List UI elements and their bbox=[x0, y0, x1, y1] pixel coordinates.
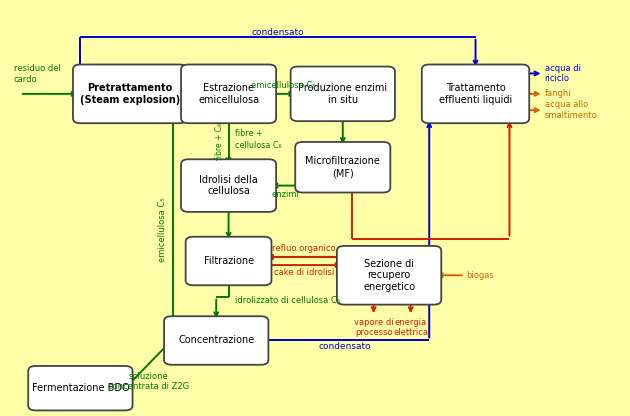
Text: biogas: biogas bbox=[466, 271, 494, 280]
Text: Fermentazione BDO: Fermentazione BDO bbox=[32, 383, 129, 393]
Text: fanghi: fanghi bbox=[545, 89, 571, 98]
Text: Pretrattamento
(Steam explosion): Pretrattamento (Steam explosion) bbox=[79, 83, 180, 105]
FancyBboxPatch shape bbox=[290, 67, 395, 121]
Text: emicellulosa C₅: emicellulosa C₅ bbox=[158, 197, 167, 262]
Text: fibre +: fibre + bbox=[235, 129, 262, 138]
FancyBboxPatch shape bbox=[164, 316, 268, 365]
Text: Concentrazione: Concentrazione bbox=[178, 335, 255, 346]
Text: vapore di
processo: vapore di processo bbox=[354, 318, 394, 337]
Text: acqua allo
smaltimento: acqua allo smaltimento bbox=[545, 100, 597, 120]
Text: cellulosa C₆: cellulosa C₆ bbox=[235, 141, 282, 150]
Text: soluzione
concentrata di Z2G: soluzione concentrata di Z2G bbox=[108, 371, 189, 391]
Text: Produzione enzimi
in situ: Produzione enzimi in situ bbox=[298, 83, 387, 105]
Text: Filtrazione: Filtrazione bbox=[203, 256, 254, 266]
FancyBboxPatch shape bbox=[337, 246, 441, 305]
FancyBboxPatch shape bbox=[181, 159, 276, 212]
Text: idrolizzato di cellulosa C₆: idrolizzato di cellulosa C₆ bbox=[235, 296, 340, 305]
Text: Sezione di
recupero
energetico: Sezione di recupero energetico bbox=[363, 259, 415, 292]
FancyBboxPatch shape bbox=[28, 366, 132, 411]
Text: condensato: condensato bbox=[319, 342, 372, 351]
Text: residuo del
cardo: residuo del cardo bbox=[14, 64, 60, 84]
Text: condensato: condensato bbox=[251, 28, 304, 37]
FancyBboxPatch shape bbox=[186, 237, 272, 285]
Text: Idrolisi della
cellulosa: Idrolisi della cellulosa bbox=[199, 175, 258, 196]
Text: fibre + C₆: fibre + C₆ bbox=[215, 123, 224, 160]
FancyBboxPatch shape bbox=[73, 64, 186, 123]
Text: emicellulosa C₅: emicellulosa C₅ bbox=[251, 81, 316, 90]
Text: refluo organico: refluo organico bbox=[272, 244, 336, 253]
Text: cake di idrolisi: cake di idrolisi bbox=[274, 268, 335, 277]
Text: acqua di
riciclo: acqua di riciclo bbox=[545, 64, 581, 83]
FancyBboxPatch shape bbox=[295, 142, 391, 193]
FancyBboxPatch shape bbox=[422, 64, 529, 123]
Text: Estrazione
emicellulosa: Estrazione emicellulosa bbox=[198, 83, 259, 105]
Text: Trattamento
effluenti liquidi: Trattamento effluenti liquidi bbox=[439, 83, 512, 105]
Text: energia
elettrica: energia elettrica bbox=[393, 318, 428, 337]
FancyBboxPatch shape bbox=[181, 64, 276, 123]
Text: enzimi: enzimi bbox=[272, 191, 300, 199]
Text: Microfiltrazione
(MF): Microfiltrazione (MF) bbox=[306, 156, 381, 178]
